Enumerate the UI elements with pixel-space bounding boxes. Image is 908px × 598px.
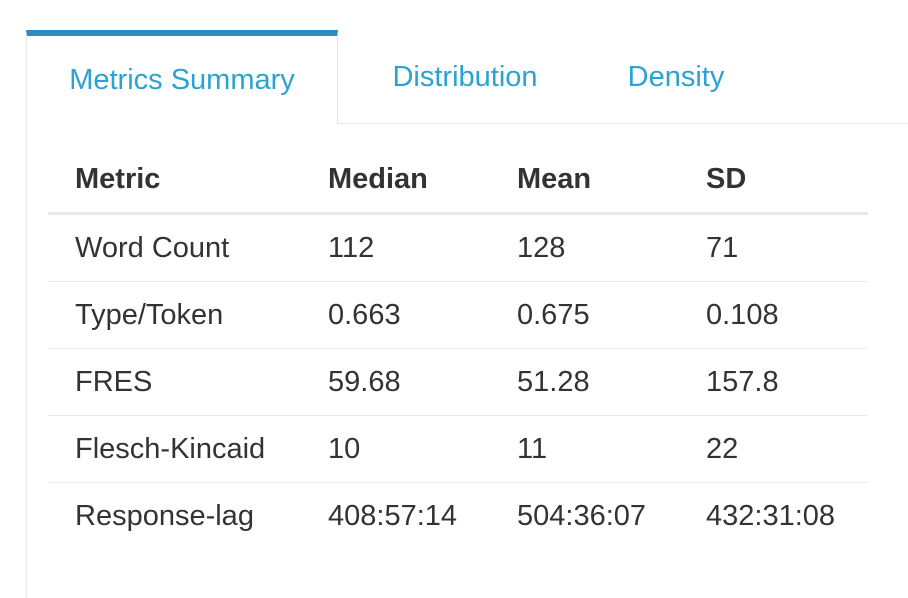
tab-bar-divider — [338, 123, 908, 124]
table-row: Word Count 112 128 71 — [48, 213, 868, 282]
cell-metric: Flesch-Kincaid — [48, 415, 301, 483]
column-header-mean[interactable]: Mean — [490, 146, 679, 215]
cell-metric: Word Count — [48, 213, 301, 282]
metrics-table: Metric Median Mean SD Word Count 112 128… — [48, 146, 868, 549]
cell-mean: 504:36:07 — [517, 499, 647, 532]
tab-label: Distribution — [392, 61, 538, 93]
cell-sd: 157.8 — [679, 348, 868, 416]
cell-metric: Type/Token — [48, 281, 301, 349]
column-header-sd[interactable]: SD — [679, 146, 868, 215]
table-row: Flesch-Kincaid 10 11 22 — [48, 415, 868, 483]
cell-mean: 0.675 — [490, 281, 679, 349]
cell-median: 0.663 — [301, 281, 490, 349]
cell-median: 408:57:14 — [328, 499, 458, 532]
cell-mean: 51.28 — [490, 348, 679, 416]
cell-sd: 71 — [679, 213, 868, 282]
table-row: Type/Token 0.663 0.675 0.108 — [48, 281, 868, 349]
tab-metrics-summary[interactable]: Metrics Summary — [26, 30, 338, 125]
cell-sd: 22 — [679, 415, 868, 483]
column-header-metric[interactable]: Metric — [48, 146, 301, 215]
panel-border — [26, 124, 27, 598]
tab-density[interactable]: Density — [598, 30, 754, 125]
tab-distribution[interactable]: Distribution — [362, 30, 568, 125]
cell-mean: 128 — [490, 213, 679, 282]
tab-label: Metrics Summary — [69, 64, 295, 96]
cell-sd: 0.108 — [679, 281, 868, 349]
cell-metric: FRES — [48, 348, 301, 416]
cell-metric: Response-lag — [75, 499, 254, 532]
table-header-row: Metric Median Mean SD — [48, 146, 868, 215]
cell-median: 10 — [301, 415, 490, 483]
table-row: FRES 59.68 51.28 157.8 — [48, 348, 868, 416]
tab-label: Density — [627, 61, 725, 93]
column-header-median[interactable]: Median — [301, 146, 490, 215]
cell-median: 112 — [301, 213, 490, 282]
tab-bar: Metrics Summary Distribution Density — [26, 30, 908, 125]
cell-sd: 432:31:08 — [706, 499, 836, 532]
table-row: Response-lag 408:57:14 504:36:07 432:31:… — [48, 483, 868, 550]
cell-median: 59.68 — [301, 348, 490, 416]
cell-mean: 11 — [490, 415, 679, 483]
